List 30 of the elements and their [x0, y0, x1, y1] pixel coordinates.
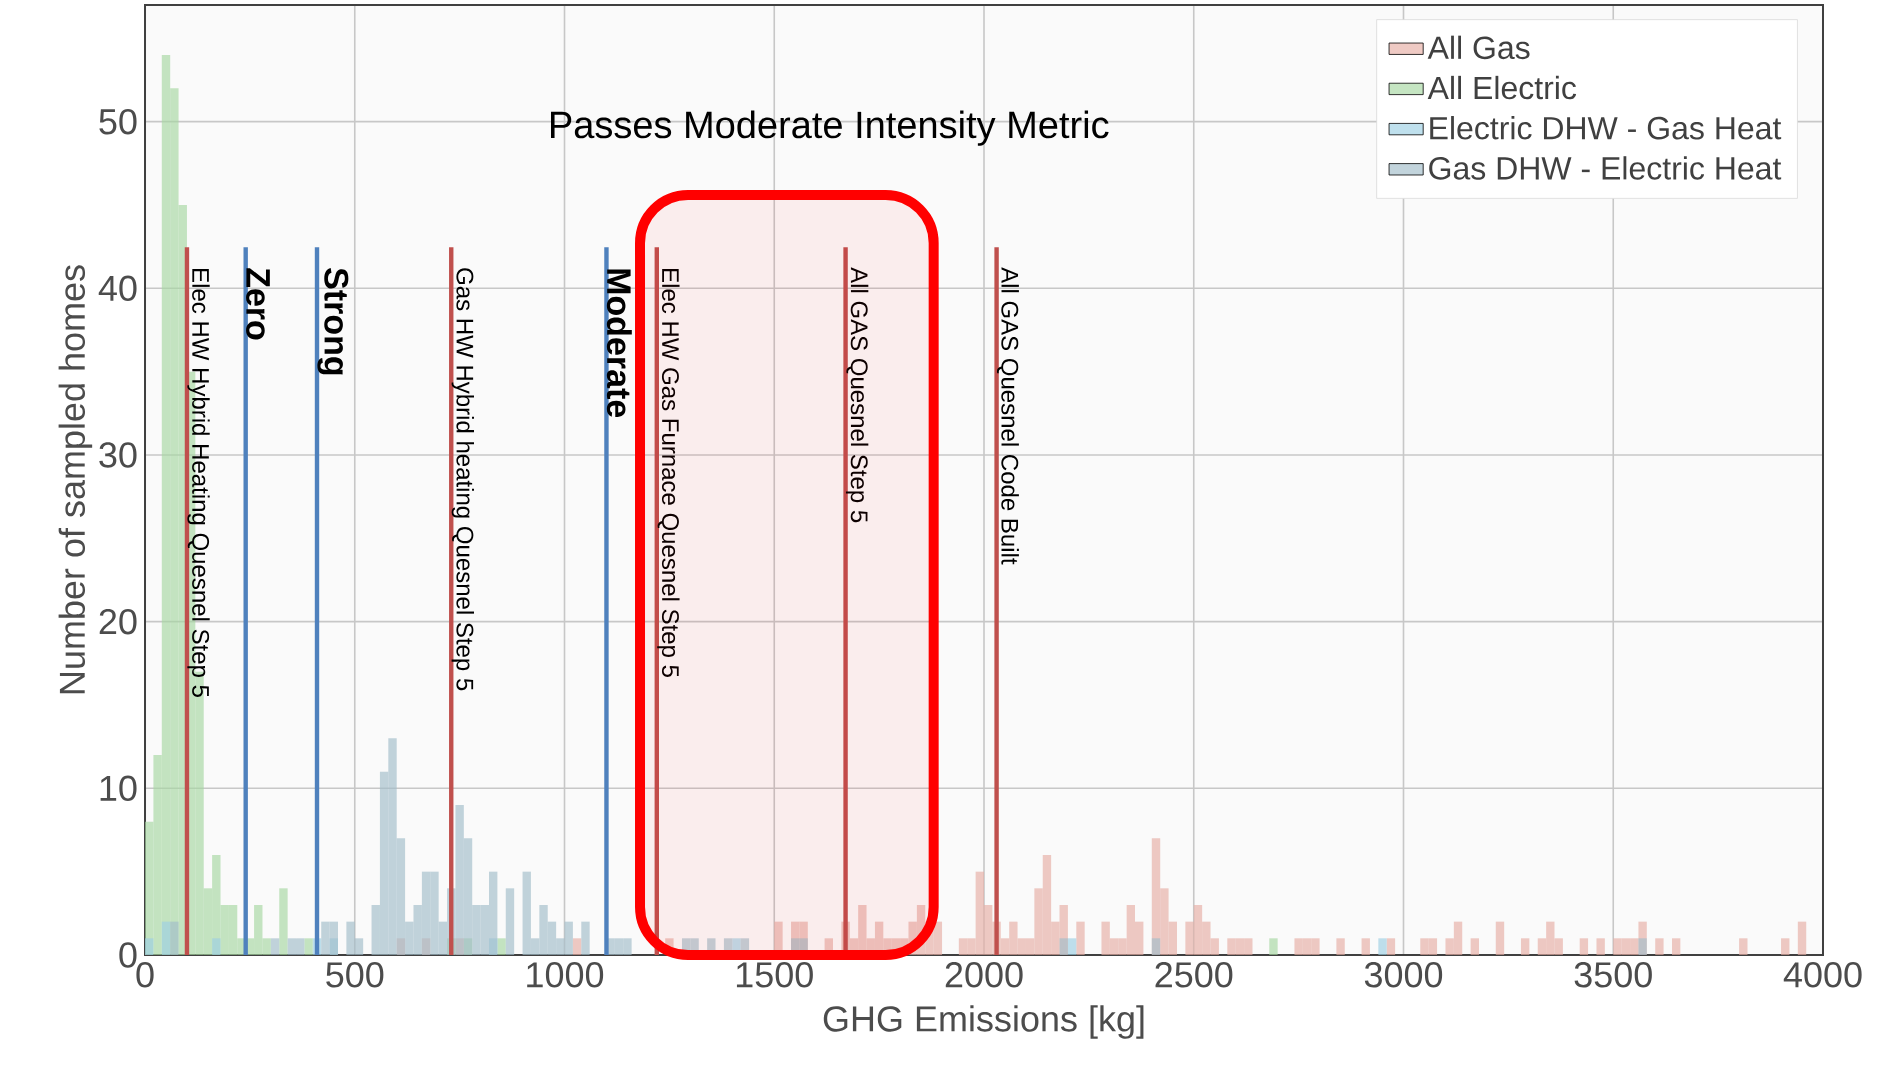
- y-tick-label: 50: [99, 108, 137, 135]
- legend-label: Electric DHW - Gas Heat: [1430, 116, 1782, 140]
- x-tick-label: 1500: [736, 962, 813, 988]
- ref-line-label: All GAS Quesnel Step 5: [845, 267, 869, 523]
- ref-line-label: All GAS Quesnel Code Built: [996, 267, 1019, 565]
- ref-line-label: Moderate: [606, 269, 632, 418]
- x-axis-title: GHG Emissions [kg]: [823, 1005, 1144, 1039]
- y-axis-title: Number of sampled homes: [58, 265, 93, 694]
- legend-label: All Gas: [1427, 35, 1530, 60]
- x-tick-label: 3500: [1574, 962, 1652, 988]
- legend-label: Gas DHW - Electric Heat: [1429, 156, 1782, 180]
- x-tick-label: 1000: [527, 962, 604, 988]
- y-tick-label: 20: [99, 608, 137, 635]
- ref-line-label: Gas HW Hybrid heating Quesnel Step 5: [451, 268, 474, 691]
- x-tick-label: 2000: [945, 962, 1023, 988]
- x-tick-label: 3000: [1364, 962, 1443, 988]
- x-tick-label: 500: [326, 962, 384, 988]
- legend-label: All Electric: [1427, 75, 1577, 100]
- x-tick-label: 0: [136, 962, 154, 988]
- y-tick-label: 40: [98, 275, 137, 302]
- ref-line-label: Zero: [246, 268, 270, 340]
- ref-line-label: Strong: [317, 268, 349, 375]
- x-tick-label: 4000: [1783, 962, 1862, 988]
- ref-line-label: Elec HW Hybrid Heating Quesnel Step 5: [187, 269, 210, 697]
- y-tick-label: 10: [100, 775, 137, 802]
- y-tick-label: 30: [99, 442, 137, 468]
- x-tick-label: 2500: [1155, 962, 1233, 988]
- ref-line-label: Elec HW Gas Furnace Quesnel Step 5: [657, 269, 680, 677]
- y-tick-label: 0: [119, 942, 137, 968]
- band-label: Passes Moderate Intensity Metric: [551, 110, 1109, 146]
